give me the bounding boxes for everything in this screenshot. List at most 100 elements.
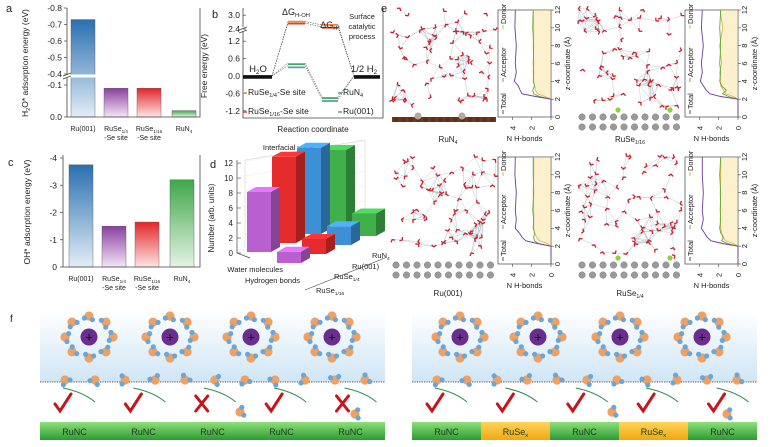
hydrogen-atom <box>694 315 701 321</box>
x-tick-sublabel: -Se site <box>102 285 126 292</box>
water-molecule <box>618 23 622 29</box>
ru-atom <box>413 271 421 279</box>
hydrogen-bond-line <box>429 36 435 51</box>
water-molecule <box>454 56 460 61</box>
hydrogen-bond-line <box>419 30 435 37</box>
legend-label: Total <box>499 240 508 256</box>
ru-atom <box>578 123 586 131</box>
water-molecule <box>473 154 478 158</box>
y-tick-label: 4 <box>229 219 234 228</box>
hydrogen-atom <box>539 353 546 359</box>
water-molecule <box>620 92 627 97</box>
substrate-label: RuNC <box>62 427 87 437</box>
water-molecule <box>462 68 466 75</box>
hydrogen-bond-line <box>578 8 583 22</box>
hydrogen-bond-line <box>458 65 464 72</box>
text-segment: RuSe <box>334 272 353 281</box>
hydrogen-bond-line <box>419 30 431 42</box>
proton-transfer-arrow <box>505 387 538 403</box>
y-tick-label: -3 <box>49 180 57 190</box>
hydrogen-bond-line <box>422 175 438 182</box>
hydrogen-bond-line <box>636 80 649 86</box>
ru-atom <box>589 261 597 269</box>
y-axis-label: z-coordinate (Å) <box>563 183 572 237</box>
text-segment: RuSe <box>102 276 120 283</box>
ru-atom <box>487 271 495 279</box>
hydrogen-atom <box>702 317 708 323</box>
hydrogen-atom <box>739 379 745 385</box>
legend-label: Total <box>499 93 508 109</box>
hydrogen-bond-line <box>444 75 451 78</box>
water-molecule <box>678 207 683 212</box>
water-network-snapshot <box>577 153 684 259</box>
hydrogen-atom <box>273 382 279 388</box>
substrate-label: RuNC <box>200 427 225 437</box>
hydrogen-bond-line <box>646 65 663 68</box>
water-molecule <box>596 29 601 35</box>
ru-atom <box>578 261 586 269</box>
hydrogen-atom <box>267 376 273 382</box>
x-axis-label: N H-bonds <box>507 134 543 143</box>
water-molecule <box>647 82 652 88</box>
proton-transfer-arrow <box>434 387 468 403</box>
water-molecule <box>403 175 408 180</box>
hydrogen-atom <box>621 353 628 359</box>
hydrogen-bond-line <box>458 56 470 66</box>
hydrogen-atom <box>432 382 438 388</box>
water-molecule <box>106 329 118 343</box>
water-molecule <box>438 64 443 69</box>
water-molecule <box>635 52 639 59</box>
ru-atom <box>652 113 660 121</box>
hydrogen-bond-line <box>412 158 414 168</box>
check-icon <box>707 392 727 414</box>
water-molecule <box>591 244 597 248</box>
plot-frame <box>684 156 739 265</box>
hydrogen-bond-line <box>594 244 603 253</box>
hydrogen-bond-line <box>422 168 434 182</box>
water-molecule <box>419 183 424 189</box>
text-segment: RuN <box>174 276 188 283</box>
hydrogen-bond-line <box>478 31 484 42</box>
hydrogen-bond-line <box>403 99 412 106</box>
hydrogen-atom <box>547 317 553 323</box>
hydrogen-atom <box>687 351 693 357</box>
y-tick-label: 2 <box>553 97 562 101</box>
bar <box>70 19 96 118</box>
water-molecule <box>669 221 674 226</box>
y-tick-label: -0.4 <box>47 69 62 79</box>
water-molecule <box>583 16 590 20</box>
water-molecule <box>473 222 478 228</box>
water-molecule <box>674 219 678 225</box>
hydrogen-atom <box>333 353 340 359</box>
surface-atom <box>430 116 436 123</box>
ru-atom <box>403 261 411 269</box>
water-molecule <box>423 46 429 51</box>
hydrogen-bond-line <box>397 84 404 100</box>
substrate-segment <box>40 422 109 440</box>
hydrogen-bond-line <box>604 26 620 31</box>
hydrogen-bond-line <box>474 88 489 96</box>
hydrogen-bond-line <box>457 59 464 72</box>
hydrogen-bond-line <box>619 20 631 27</box>
water-molecule <box>632 193 636 200</box>
water-molecule <box>469 344 482 357</box>
cation-charge-symbol: + <box>534 330 542 345</box>
check-icon <box>566 392 586 414</box>
water-molecule <box>610 76 616 81</box>
hydrogen-atom <box>445 351 451 357</box>
y-tick-label: 12 <box>224 159 233 168</box>
substrate-segment <box>619 422 688 440</box>
hydrogen-bond-line <box>477 237 482 246</box>
ru-atom <box>599 123 607 131</box>
hydrogen-atom <box>552 324 558 330</box>
hydrogen-atom <box>351 329 357 336</box>
x-tick-label: Ru(001) <box>68 276 93 283</box>
text-segment: RuNC <box>710 427 735 437</box>
hydrogen-bond-line <box>643 71 648 80</box>
subscript: 1/16 <box>269 112 280 118</box>
hydrogen-atom <box>119 373 125 379</box>
hydrogen-atom <box>703 353 710 359</box>
hydrogen-atom <box>454 351 460 357</box>
water-molecule <box>445 191 449 197</box>
water-molecule <box>640 8 646 13</box>
